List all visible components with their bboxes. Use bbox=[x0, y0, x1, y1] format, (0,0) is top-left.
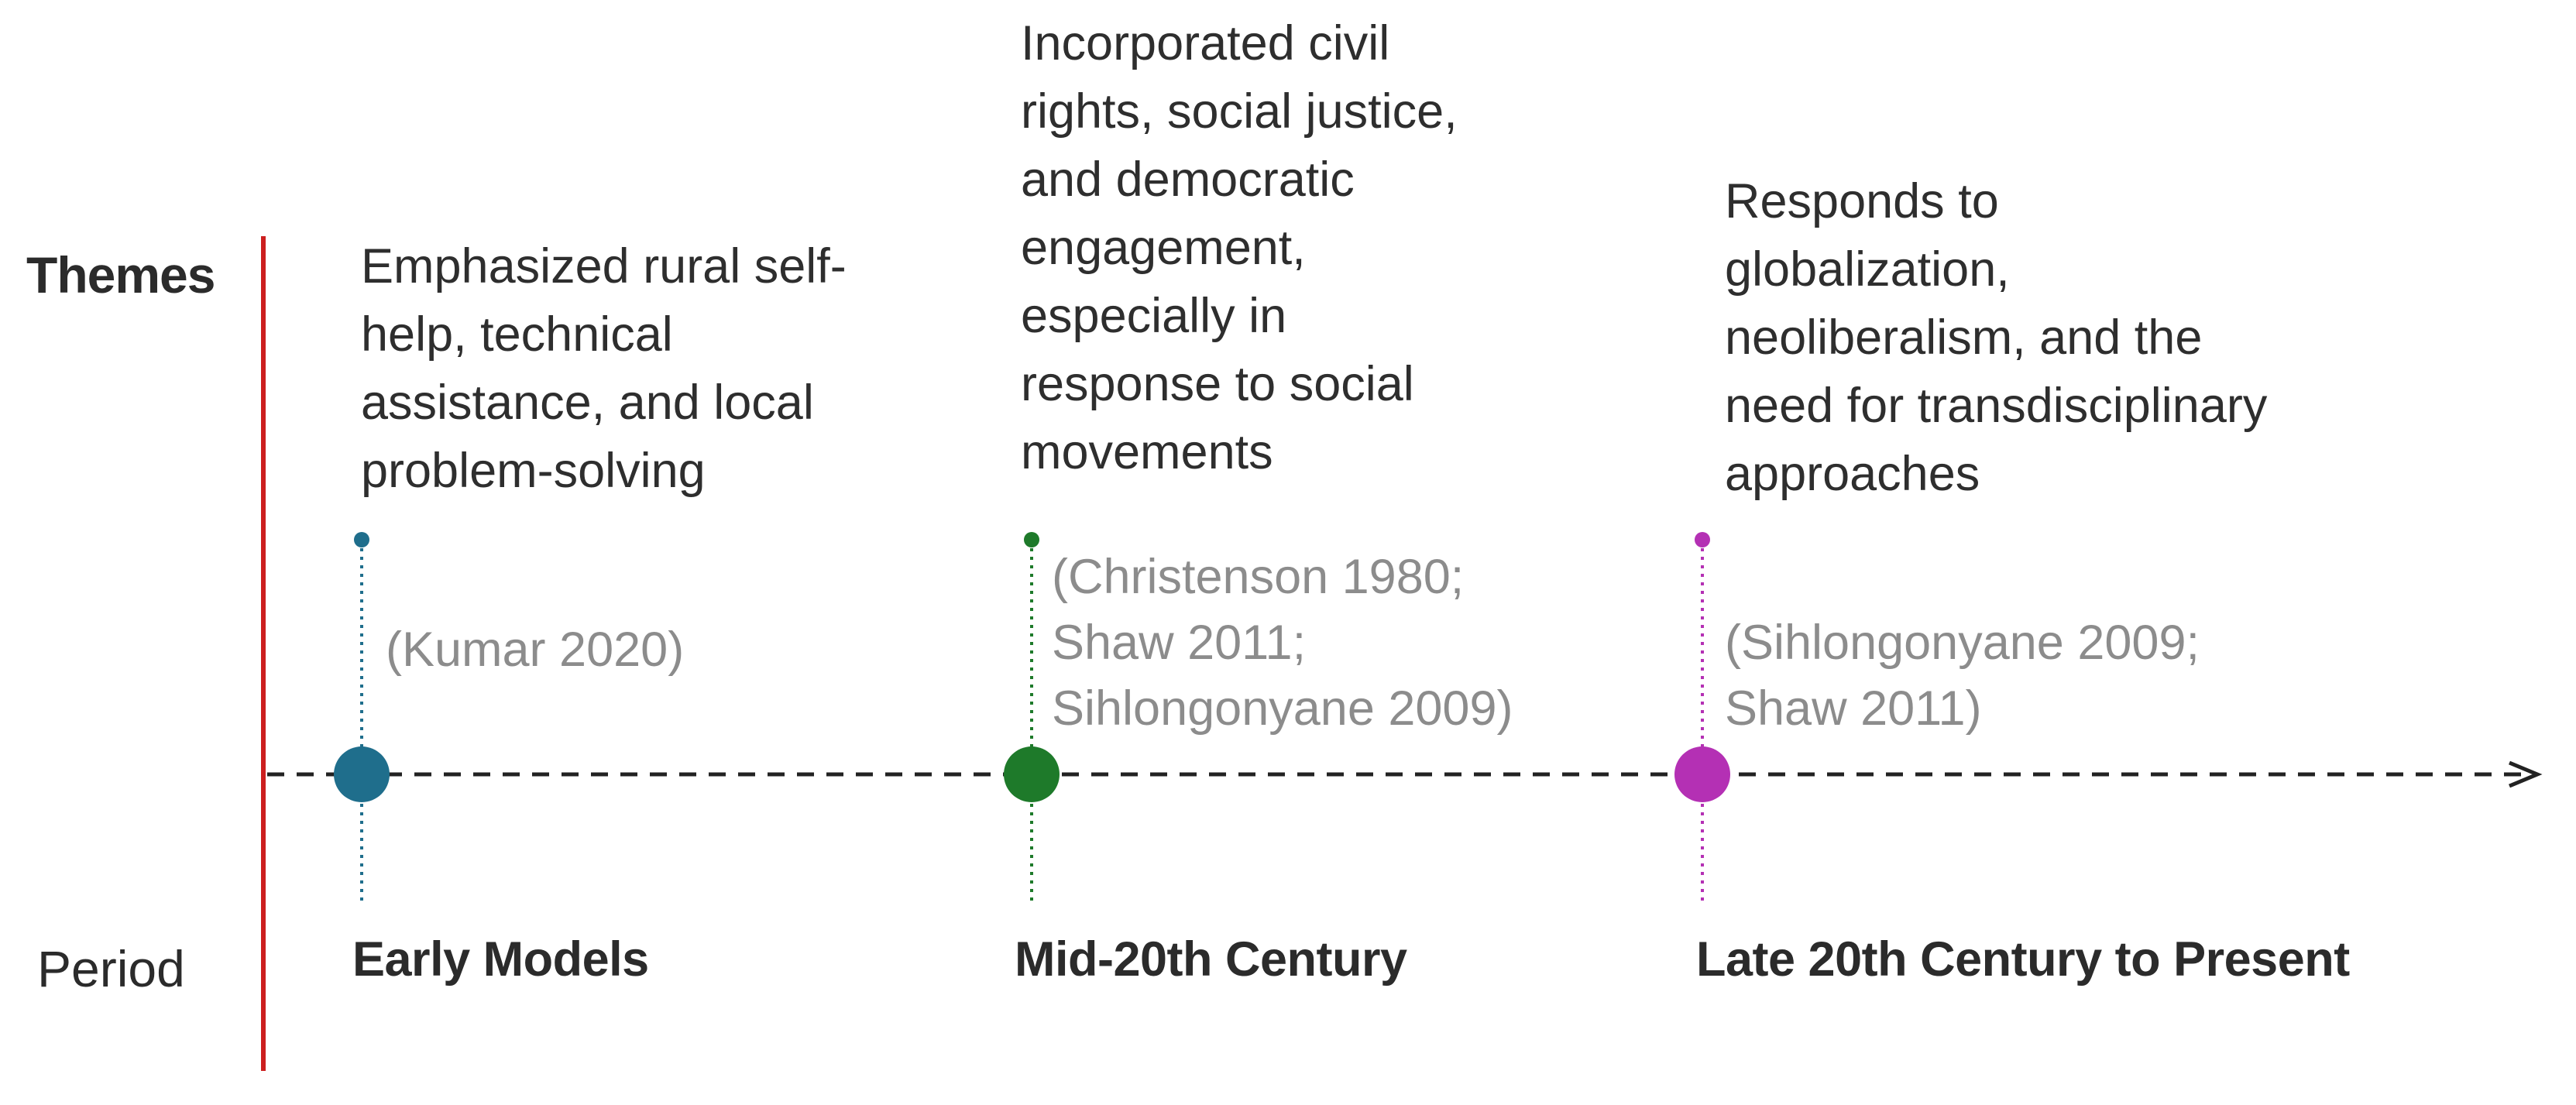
event-marker bbox=[1674, 746, 1730, 802]
event-period-label: Early Models bbox=[352, 932, 649, 987]
event-small-dot bbox=[354, 532, 369, 547]
event-theme-text: Responds to globalization, neoliberalism… bbox=[1725, 174, 2268, 501]
event-period-label: Mid-20th Century bbox=[1015, 932, 1407, 987]
themes-row-label: Themes bbox=[26, 246, 215, 304]
period-row-label: Period bbox=[37, 940, 185, 997]
event-citation: (Christenson 1980; Shaw 2011; Sihlongony… bbox=[1052, 550, 1513, 736]
arrow-right-icon bbox=[2509, 760, 2543, 788]
event-small-dot bbox=[1695, 532, 1710, 547]
event-citation: (Kumar 2020) bbox=[386, 623, 685, 677]
event-marker bbox=[1004, 746, 1060, 802]
event-citation: (Sihlongonyane 2009; Shaw 2011) bbox=[1725, 616, 2200, 736]
event-marker bbox=[334, 746, 390, 802]
event-theme-text: Emphasized rural self- help, technical a… bbox=[361, 239, 847, 498]
event-small-dot bbox=[1024, 532, 1039, 547]
event-theme-text: Incorporated civil rights, social justic… bbox=[1021, 16, 1458, 479]
event-period-label: Late 20th Century to Present bbox=[1696, 932, 2350, 987]
